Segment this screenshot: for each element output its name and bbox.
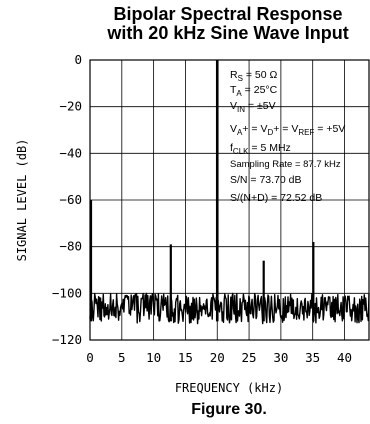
x-tick-label: 10 (146, 350, 161, 365)
annotation-source-resistance: RS = 50 Ω (230, 69, 278, 83)
y-tick-label: −80 (59, 239, 82, 254)
x-tick-label: 20 (210, 350, 225, 365)
x-tick-labels: 0 5 10 15 20 25 30 35 40 (86, 350, 352, 365)
x-axis-label: FREQUENCY (kHz) (175, 381, 283, 395)
spectrum-series (89, 60, 370, 325)
chart-title-line-1: Bipolar Spectral Response (113, 4, 342, 24)
x-tick-label: 0 (86, 350, 94, 365)
y-tick-label: −120 (52, 332, 82, 347)
y-tick-label: −40 (59, 145, 82, 160)
x-tick-label: 25 (242, 350, 257, 365)
annotation-ambient-temperature: TA = 25°C (230, 84, 278, 98)
y-tick-label: −60 (59, 192, 82, 207)
x-tick-label: 15 (178, 350, 193, 365)
y-tick-labels: 0 −20 −40 −60 −80 −100 −120 (52, 52, 82, 347)
x-tick-label: 40 (337, 350, 352, 365)
x-tick-label: 35 (305, 350, 320, 365)
figure-caption: Figure 30. (191, 401, 267, 418)
annotation-box: RS = 50 Ω TA = 25°C VIN = ±5V VA+ = VD+ … (230, 69, 345, 204)
noise-floor-trace (89, 292, 370, 325)
y-tick-label: 0 (74, 52, 82, 67)
chart-title-line-2: with 20 kHz Sine Wave Input (106, 23, 348, 43)
annotation-signal-to-noise: S/N = 73.70 dB (230, 174, 302, 186)
y-tick-label: −100 (52, 285, 82, 300)
annotation-supply-voltages: VA+ = VD+ = VREF = +5V (230, 123, 345, 137)
annotation-clock-frequency: fCLK = 5 MHz (230, 142, 291, 156)
y-tick-label: −20 (59, 99, 82, 114)
x-tick-label: 30 (273, 350, 288, 365)
annotation-sampling-rate: Sampling Rate = 87.7 kHz (230, 159, 341, 170)
x-tick-label: 5 (118, 350, 126, 365)
annotation-input-voltage: VIN = ±5V (230, 100, 276, 114)
annotation-signal-to-noise-distortion: S/(N+D) = 72.52 dB (230, 192, 322, 204)
y-axis-label: SIGNAL LEVEL (dB) (15, 139, 29, 262)
plot-frame (89, 59, 370, 341)
